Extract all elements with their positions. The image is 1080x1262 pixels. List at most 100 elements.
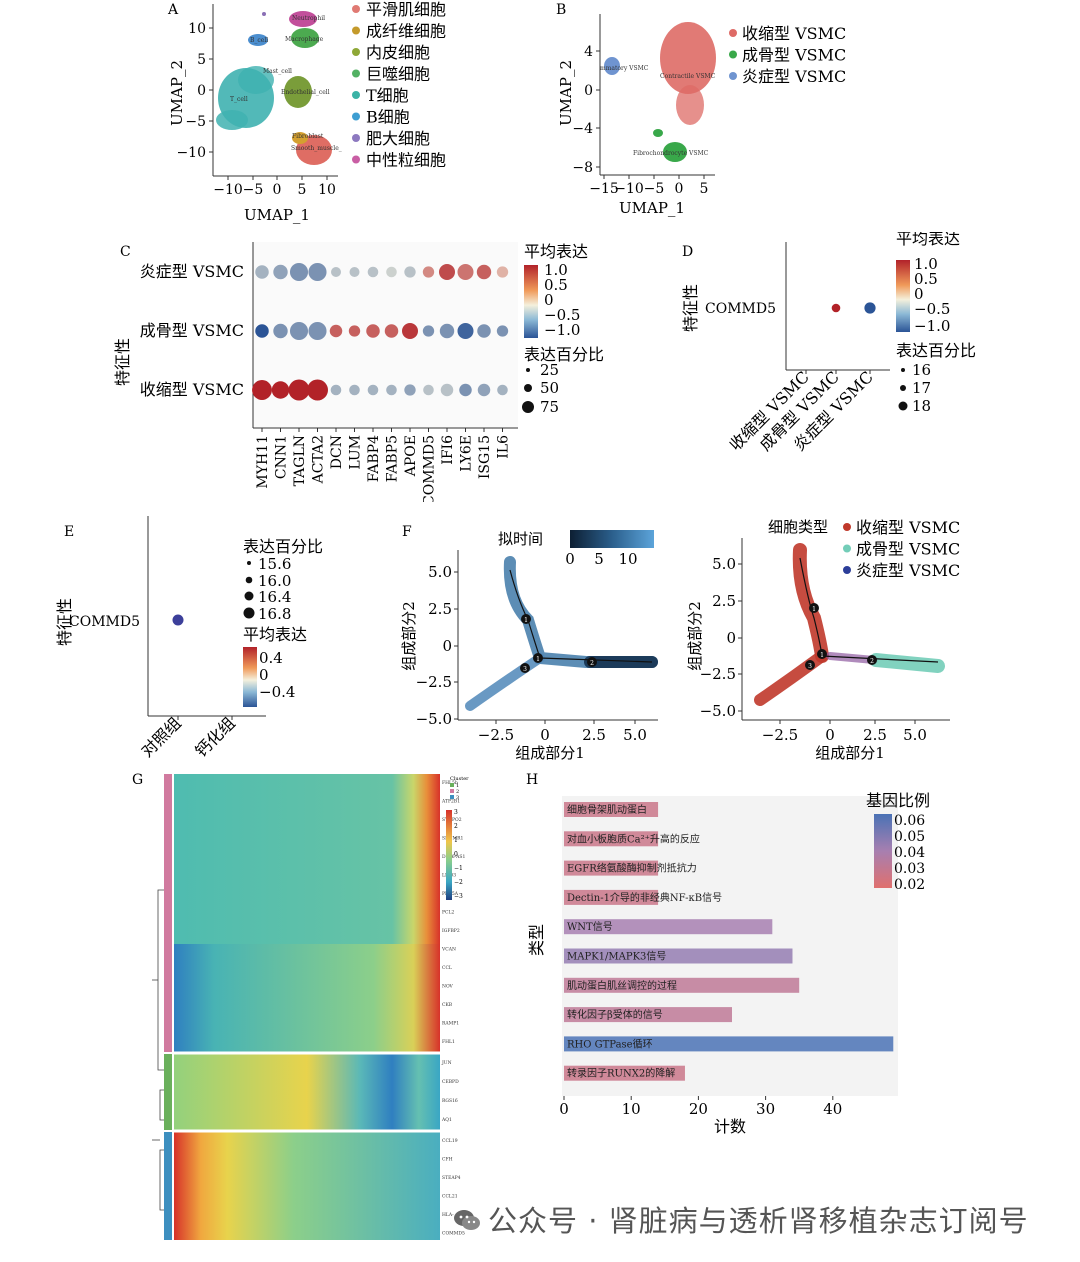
a-legend-swatch-3 (352, 69, 360, 78)
celltype-legend-label-1: 成骨型 VSMC (856, 540, 960, 559)
h-bar-label-1: 对血小板胞质Ca²⁺升高的反应 (567, 832, 700, 845)
c-dot-0-5 (349, 266, 360, 278)
b-xtick-label-4: 5 (700, 181, 709, 197)
c-dot-2-10 (440, 383, 454, 397)
g-legend-title: Cluster (450, 776, 469, 782)
c-pct-tick-0: 25 (540, 361, 559, 379)
c-dot-1-5 (348, 325, 361, 337)
a-lbl-fibroblast: Fibroblast (292, 133, 324, 140)
g-heat-block-3 (174, 1054, 440, 1130)
celltype-legend-swatch-2 (843, 566, 851, 574)
c-dot-1-8 (401, 322, 419, 340)
g-gene-label-9: VCAN (441, 947, 456, 953)
c-dot-0-9 (422, 266, 435, 278)
c-dot-2-0 (252, 380, 272, 400)
d-pct-tick-2: 18 (912, 397, 931, 415)
inflammatory-cluster (604, 57, 620, 75)
h-ylabel: 类型 (527, 924, 546, 956)
b-xtick-label-2: −5 (644, 181, 665, 197)
a-ytick-label-2: 0 (197, 83, 206, 99)
f-left-ytick-label-1: 2.5 (428, 600, 452, 618)
c-dot-0-13 (496, 266, 509, 278)
e-pct-dot-0 (247, 561, 251, 565)
osteogenic-cluster (663, 142, 687, 162)
c-pct-dot-2 (522, 401, 534, 413)
f-left-xlabel: 组成部分1 (515, 744, 585, 762)
f-left-xtick-label-3: 5.0 (623, 726, 647, 744)
panel-e: E 特征性 COMMD5 对照组 钙化组 表达百分比15.616.016.416.8… (55, 516, 323, 761)
g-scale-tick-4: −1 (454, 865, 463, 872)
c-gene-label-9: COMMD5 (422, 435, 438, 502)
ptime-tick-0: 0 (565, 550, 575, 568)
h-bar-9 (564, 1065, 685, 1081)
panel-g-dendrogram (152, 889, 164, 1211)
c-dot-1-11 (457, 322, 474, 340)
g-gene-label-4: DLX6-AS1 (442, 854, 466, 860)
d-gene-label: COMMD5 (705, 301, 776, 317)
d-expr-title: 平均表达 (896, 232, 960, 248)
a-ytick-label-4: −10 (176, 145, 206, 161)
celltype-legend-swatch-1 (843, 544, 851, 553)
panel-g-letter: G (132, 772, 143, 788)
contractile-cluster (660, 22, 716, 94)
g-gene-label-7: PCL2 (442, 910, 454, 916)
g-cluster-bar-2 (164, 1054, 172, 1130)
c-pct-dot-1 (524, 384, 532, 392)
c-dot-2-6 (367, 384, 379, 396)
b-legend-label-0: 收缩型 VSMC (742, 24, 846, 43)
c-dot-1-12 (477, 324, 491, 338)
h-bar-8 (564, 1036, 894, 1052)
g-colorscale-ticks: 3 2 1 0 −1 −2 −3 (454, 809, 463, 900)
a-legend-label-0: 平滑肌细胞 (366, 0, 446, 19)
b-ytick-label-2: −4 (572, 121, 593, 137)
c-dot-1-7 (384, 324, 399, 338)
e-pct-tick-3: 16.8 (258, 605, 291, 623)
g-gene-label-11: NOV (442, 984, 454, 990)
f-left-trajectory-branch (465, 653, 545, 711)
a-legend-label-4: T细胞 (366, 86, 409, 105)
g-gene-label-21: STEAP4 (442, 1175, 461, 1181)
panel-d-ylabel: 特征性 (681, 284, 700, 332)
a-xtick-label-1: −5 (243, 182, 264, 198)
a-ytick-label-1: 5 (197, 52, 206, 68)
tcell-cluster-3 (216, 110, 248, 130)
h-colorscale-ticks: 0.060.050.040.030.02 (894, 813, 925, 893)
h-xticks: 0 10 20 30 40 (559, 1096, 842, 1118)
mast-cluster (262, 12, 266, 16)
f-right-xtick-label-2: 2.5 (863, 726, 887, 744)
panel-c-dots: 炎症型 VSMC 成骨型 VSMC 收缩型 VSMC MYH11 CNN1 TAGLN AC… (140, 262, 512, 502)
b-xtick-label-1: −10 (614, 181, 644, 197)
panel-g: G FHL5bATP2B1SYNPO2SNCMR1DLX6-AS1LMO3PDE… (132, 772, 469, 1240)
c-gene-label-7: FABP5 (385, 435, 401, 482)
ptime-colorbar-ticks: 0 5 10 (565, 550, 637, 568)
panel-e-letter: E (64, 524, 74, 540)
g-gene-label-14: FHL1 (442, 1039, 455, 1045)
a-xtick-label-4: 10 (318, 182, 336, 198)
c-gene-label-3: ACTA2 (311, 435, 327, 484)
c-expr-tick-4: −1.0 (544, 321, 580, 339)
c-dot-0-0 (255, 265, 269, 279)
bcell-cluster (248, 34, 268, 46)
a-xtick-label-3: 5 (298, 182, 307, 198)
a-legend-swatch-6 (352, 134, 360, 142)
h-xlabel: 计数 (714, 1117, 746, 1136)
g-cluster-bar-3 (164, 1132, 172, 1240)
g-colorscale (446, 810, 452, 900)
endothelial-cluster (284, 76, 312, 108)
panel-h-letter: H (526, 772, 538, 788)
c-dot-2-5 (349, 384, 360, 396)
h-bar-label-6: 肌动蛋白肌丝调控的过程 (567, 979, 677, 992)
c-gene-label-13: IL6 (496, 435, 512, 459)
h-bar-7 (564, 1007, 732, 1023)
c-group-label-1: 成骨型 VSMC (140, 321, 244, 340)
a-legend-swatch-7 (352, 155, 360, 164)
a-lbl-macrophage: Macrophage (285, 36, 324, 43)
f-left-node-4-label: 3 (523, 666, 527, 673)
g-legend-swatch-0 (450, 783, 454, 787)
c-dot-0-2 (289, 262, 309, 282)
g-gene-label-23: HLA- (442, 1212, 454, 1218)
g-gene-label-0: FHL5b (442, 780, 458, 786)
b-xtick-label-3: 0 (675, 181, 684, 197)
